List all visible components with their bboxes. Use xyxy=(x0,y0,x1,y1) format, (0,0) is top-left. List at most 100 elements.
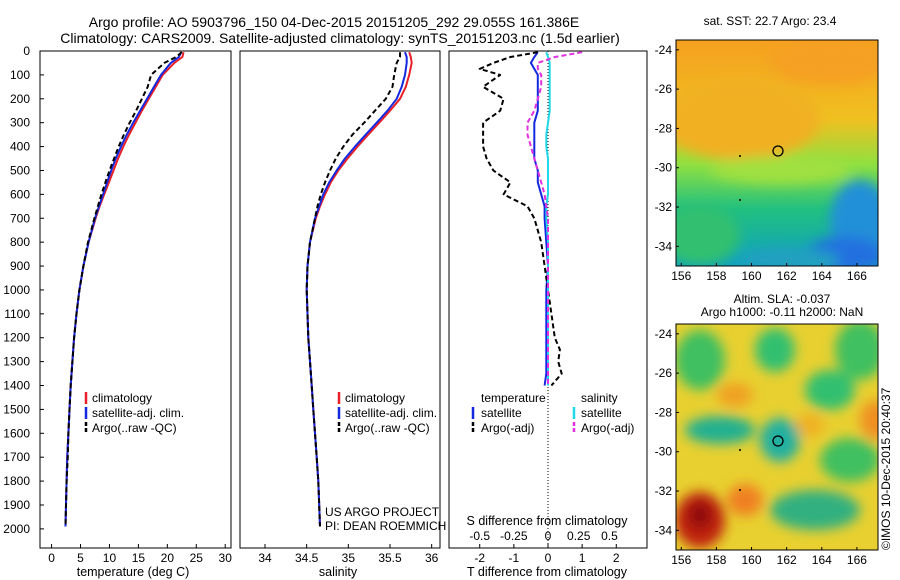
x-tick-label: 2 xyxy=(613,551,620,565)
x-tick-label: 20 xyxy=(161,551,175,565)
sst-map-ticks: -24 -26 -28 -30 -32 -34 156 158 160 162 164 166 xyxy=(655,43,868,283)
temperature-panel-frame xyxy=(39,50,232,549)
x-tick-label: 0 xyxy=(48,551,55,565)
series-line-satellite-adj-clim- xyxy=(64,51,183,527)
lon-tick-label: 158 xyxy=(706,269,726,283)
legend-climatology-label: climatology xyxy=(92,391,152,405)
lat-tick-label: -24 xyxy=(655,327,673,341)
depth-tick-label: 300 xyxy=(10,116,30,130)
x-tick-label: -2 xyxy=(474,551,485,565)
depth-tick-label: 2000 xyxy=(3,522,30,536)
legend-satellite-label: satellite-adj. clim. xyxy=(92,406,184,420)
lon-tick-label: 164 xyxy=(812,553,832,567)
project-name: US ARGO PROJECT xyxy=(325,505,440,519)
argo-location-marker-sst xyxy=(772,145,784,157)
salinity-series xyxy=(305,51,413,527)
lat-tick-label: -28 xyxy=(655,405,673,419)
imos-credit: ©IMOS 10-Dec-2015 20:40:37 xyxy=(879,387,893,550)
legend-salinity-heading: salinity xyxy=(581,391,618,405)
series-line-argo-raw-qc- xyxy=(64,51,183,527)
series-line-climatology xyxy=(64,51,185,527)
x-tick-label: 5 xyxy=(77,551,84,565)
depth-axis-ticks: 0 100 200 300 400 500 600 700 800 900 1000 1100 1200… xyxy=(3,44,44,536)
legend-temperature-heading: temperature xyxy=(481,391,546,405)
project-pi: PI: DEAN ROEMMICH xyxy=(325,519,446,533)
salinity-axis-ticks: 34 34.5 35 35.5 36 xyxy=(258,544,439,565)
lat-tick-label: -30 xyxy=(655,445,673,459)
lat-tick-label: -26 xyxy=(655,366,673,380)
sla-map-ticks: -24 -26 -28 -30 -32 -34 156 158 160 162 164 166 xyxy=(655,327,868,567)
lon-tick-label: 162 xyxy=(777,553,797,567)
sst-map xyxy=(676,40,878,266)
lon-tick-label: 156 xyxy=(671,553,691,567)
lat-tick-label: -24 xyxy=(655,43,673,57)
x-tick-label: 10 xyxy=(103,551,117,565)
legend-s-satellite-label: satellite xyxy=(581,406,622,420)
series-line-satellite-adj-clim- xyxy=(305,51,408,527)
s-tick-label: -0.5 xyxy=(469,529,490,543)
title-line-1: Argo profile: AO 5903796_150 04-Dec-2015… xyxy=(89,14,579,30)
x-tick-label: 1 xyxy=(579,551,586,565)
depth-tick-label: 500 xyxy=(10,163,30,177)
depth-tick-label: 600 xyxy=(10,187,30,201)
x-tick-label: 0 xyxy=(545,551,552,565)
title-line-2: Climatology: CARS2009. Satellite-adjuste… xyxy=(60,30,620,46)
lat-tick-label: -32 xyxy=(655,200,673,214)
legend-argo-label: Argo(..raw -QC) xyxy=(345,421,430,435)
x-tick-label: 35 xyxy=(342,551,356,565)
depth-tick-label: 1200 xyxy=(3,331,30,345)
sla-map xyxy=(676,324,878,550)
x-tick-label: 30 xyxy=(219,551,233,565)
s-tick-label: 0.5 xyxy=(601,529,618,543)
lat-tick-label: -34 xyxy=(655,239,673,253)
legend-argo-label: Argo(..raw -QC) xyxy=(92,421,177,435)
depth-tick-label: 100 xyxy=(10,68,30,82)
argo-location-marker-sla xyxy=(772,435,784,447)
lon-tick-label: 166 xyxy=(847,553,867,567)
difference-series xyxy=(478,51,583,387)
series-line-salinity-argo-adj- xyxy=(526,51,583,386)
depth-tick-label: 1900 xyxy=(3,498,30,512)
lon-tick-label: 166 xyxy=(847,269,867,283)
temperature-axis-label: temperature (deg C) xyxy=(77,565,190,579)
x-tick-label: 35.5 xyxy=(378,551,402,565)
lat-tick-label: -26 xyxy=(655,82,673,96)
depth-tick-label: 1400 xyxy=(3,379,30,393)
series-line-argo-raw-qc- xyxy=(305,52,401,527)
depth-tick-label: 1300 xyxy=(3,355,30,369)
depth-tick-label: 800 xyxy=(10,235,30,249)
sst-map-title: sat. SST: 22.7 Argo: 23.4 xyxy=(704,14,837,28)
s-tick-label: 0.25 xyxy=(567,529,591,543)
lat-tick-label: -28 xyxy=(655,121,673,135)
t-difference-axis-label: T difference from climatology xyxy=(467,565,628,579)
depth-tick-label: 1700 xyxy=(3,450,30,464)
s-difference-axis-ticks: -0.5 -0.25 0 0.25 0.5 xyxy=(469,529,618,543)
t-difference-axis-ticks: -2 -1 0 1 2 xyxy=(474,544,620,565)
lon-tick-label: 160 xyxy=(742,269,762,283)
sla-map-title-2: Argo h1000: -0.11 h2000: NaN xyxy=(701,305,864,319)
lat-tick-label: -34 xyxy=(655,523,673,537)
temperature-series xyxy=(64,51,185,527)
legend-t-satellite-label: satellite xyxy=(481,406,522,420)
series-line-climatology xyxy=(305,51,413,527)
legend-satellite-label: satellite-adj. clim. xyxy=(345,406,437,420)
depth-tick-label: 1600 xyxy=(3,426,30,440)
depth-tick-label: 400 xyxy=(10,140,30,154)
depth-tick-label: 200 xyxy=(10,92,30,106)
legend-t-argo-label: Argo(-adj) xyxy=(481,421,534,435)
depth-tick-label: 1500 xyxy=(3,402,30,416)
lat-tick-label: -32 xyxy=(655,484,673,498)
sla-map-title-1: Altim. SLA: -0.037 xyxy=(734,292,831,306)
sst-map-frame xyxy=(675,39,879,267)
series-line-temperature-argo-adj- xyxy=(478,51,563,387)
x-tick-label: 34.5 xyxy=(295,551,319,565)
lon-tick-label: 158 xyxy=(706,553,726,567)
x-tick-label: 25 xyxy=(190,551,204,565)
s-difference-axis-label: S difference from climatology xyxy=(467,514,629,528)
x-tick-label: 15 xyxy=(132,551,146,565)
x-tick-label: 34 xyxy=(258,551,272,565)
difference-legend: temperature salinity satellite Argo(-adj… xyxy=(471,391,634,435)
s-tick-label: 0 xyxy=(545,529,552,543)
lon-tick-label: 164 xyxy=(812,269,832,283)
